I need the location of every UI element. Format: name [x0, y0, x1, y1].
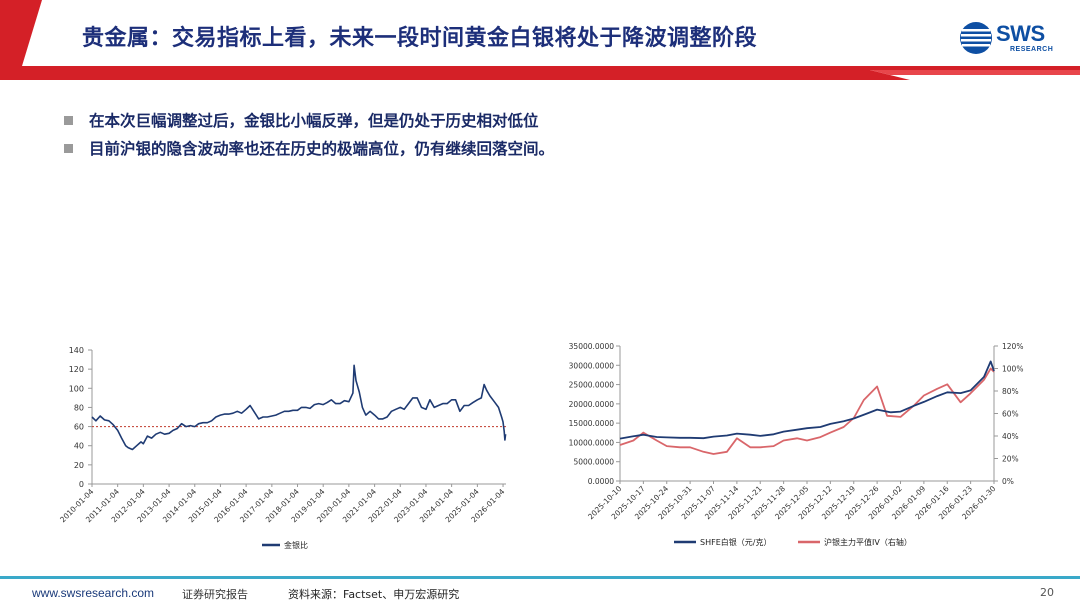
y2-tick-label: 120% [1002, 342, 1023, 351]
y-tick-label: 5000.0000 [573, 458, 614, 467]
y-tick-label: 100 [69, 384, 84, 393]
bullet-text: 在本次巨幅调整过后，金银比小幅反弹，但是仍处于历史相对低位 [89, 112, 539, 130]
legend-label: SHFE白银（元/克） [700, 537, 771, 547]
legend: 金银比 [262, 540, 308, 550]
header-red-accent [0, 0, 42, 66]
y-tick-label: 0.0000 [588, 477, 614, 486]
bullet-square-icon [64, 143, 73, 153]
page-number: 20 [1040, 586, 1054, 599]
y2-tick-label: 40% [1002, 432, 1019, 441]
legend-label: 沪银主力平值IV（右轴） [824, 537, 912, 547]
y-tick-label: 35000.0000 [569, 342, 615, 351]
y-tick-label: 140 [69, 346, 84, 355]
header-band [0, 66, 1080, 80]
series-line-silver-iv [619, 367, 995, 455]
y2-tick-label: 80% [1002, 387, 1019, 396]
y2-tick-label: 0% [1002, 477, 1014, 486]
footer-source: 资料来源：Factset、申万宏源研究 [288, 588, 460, 601]
footer-divider [0, 576, 1080, 579]
series-line-gold-silver-ratio [91, 364, 507, 451]
y-tick-label: 80 [74, 403, 84, 412]
gold-silver-ratio-chart: 0204060801001201402010-01-042011-01-0420… [58, 346, 507, 550]
y-tick-label: 15000.0000 [569, 419, 615, 428]
bullet-list: 在本次巨幅调整过后，金银比小幅反弹，但是仍处于历史相对低位 目前沪银的隐含波动率… [64, 106, 554, 162]
footer-subtitle: 证券研究报告 [182, 588, 248, 601]
y-tick-label: 40 [74, 442, 84, 451]
y-tick-label: 20 [74, 461, 84, 470]
y-tick-label: 25000.0000 [569, 381, 615, 390]
y-tick-label: 120 [69, 365, 84, 374]
bullet-square-icon [64, 115, 73, 125]
y-tick-label: 60 [74, 423, 84, 432]
logo-subtext: RESEARCH [1010, 46, 1054, 53]
sws-globe-icon [960, 22, 992, 54]
y-tick-label: 30000.0000 [569, 361, 615, 370]
footer-website-link[interactable]: www.swsresearch.com [32, 586, 155, 600]
bullet-text: 目前沪银的隐含波动率也还在历史的极端高位，仍有继续回落空间。 [89, 140, 555, 158]
bullet-item: 在本次巨幅调整过后，金银比小幅反弹，但是仍处于历史相对低位 [64, 106, 554, 134]
logo-text: SWS [996, 21, 1045, 46]
series-line-shfe-silver [619, 360, 995, 440]
y-tick-label: 10000.0000 [569, 438, 615, 447]
y2-tick-label: 100% [1002, 365, 1023, 374]
page-title: 贵金属：交易指标上看，未来一段时间黄金白银将处于降波调整阶段 [82, 26, 758, 51]
legend: SHFE白银（元/克） 沪银主力平值IV（右轴） [674, 537, 912, 547]
bullet-item: 目前沪银的隐含波动率也还在历史的极端高位，仍有继续回落空间。 [64, 134, 554, 162]
y2-tick-label: 20% [1002, 455, 1019, 464]
y2-tick-label: 60% [1002, 410, 1019, 419]
y-tick-label: 0 [79, 480, 84, 489]
silver-price-iv-chart: 0.0000 5000.0000 10000.0000 15000.0000 20000… [569, 342, 1024, 547]
y-tick-label: 20000.0000 [569, 400, 615, 409]
legend-label: 金银比 [284, 540, 308, 550]
